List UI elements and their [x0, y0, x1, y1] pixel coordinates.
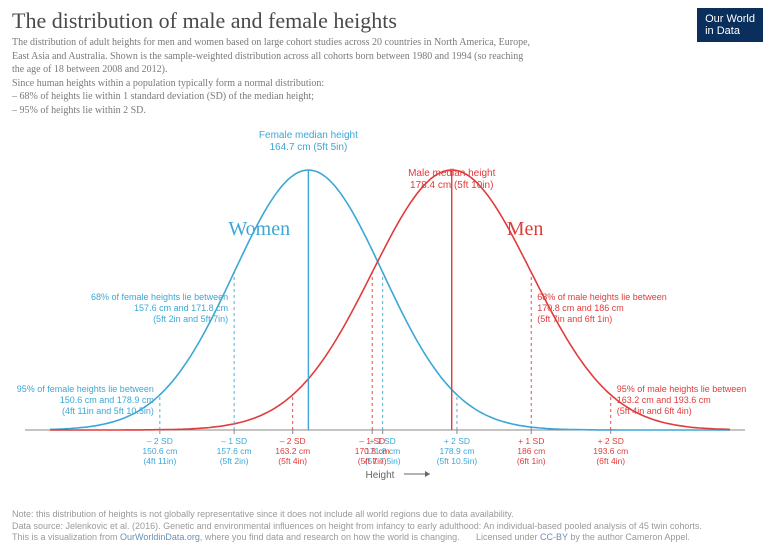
svg-text:(5ft 4in and 6ft 4in): (5ft 4in and 6ft 4in)	[617, 406, 692, 416]
svg-text:+ 2 SD: + 2 SD	[598, 436, 624, 446]
svg-text:157.6 cm: 157.6 cm	[217, 446, 252, 456]
logo-line1: Our World	[705, 13, 755, 25]
svg-text:150.6 cm and 178.9 cm: 150.6 cm and 178.9 cm	[60, 395, 154, 405]
svg-text:(5ft 10.5in): (5ft 10.5in)	[437, 456, 478, 466]
chart-svg: Women Men Female median height164.7 cm (5f…	[10, 100, 765, 490]
footnote: Note: this distribution of heights is no…	[12, 509, 702, 544]
owid-link[interactable]: OurWorldinData.org	[120, 532, 200, 542]
svg-text:68% of female heights lie betw: 68% of female heights lie between	[91, 292, 228, 302]
svg-text:– 1 SD: – 1 SD	[359, 436, 385, 446]
logo-line2: in Data	[705, 25, 740, 37]
svg-text:193.6 cm: 193.6 cm	[593, 446, 628, 456]
svg-text:(4ft 11in and 5ft 10.5in): (4ft 11in and 5ft 10.5in)	[62, 406, 154, 416]
license-link[interactable]: CC-BY	[540, 532, 568, 542]
svg-text:Female median height: Female median height	[259, 130, 358, 141]
svg-text:– 2 SD: – 2 SD	[147, 436, 173, 446]
women-label: Women	[228, 218, 290, 240]
svg-text:178.4 cm (5ft 10in): 178.4 cm (5ft 10in)	[410, 180, 493, 191]
page-title: The distribution of male and female heig…	[12, 8, 763, 34]
svg-text:(4ft 11in): (4ft 11in)	[143, 456, 176, 466]
svg-text:164.7 cm (5ft 5in): 164.7 cm (5ft 5in)	[269, 142, 347, 153]
logo: Our World in Data	[697, 8, 763, 42]
svg-text:(5ft 7in): (5ft 7in)	[358, 456, 387, 466]
svg-text:95% of male heights lie betwee: 95% of male heights lie between	[617, 384, 747, 394]
svg-text:186 cm: 186 cm	[517, 446, 545, 456]
svg-text:(5ft 4in): (5ft 4in)	[278, 456, 307, 466]
svg-text:(6ft 4in): (6ft 4in)	[596, 456, 625, 466]
svg-text:150.6 cm: 150.6 cm	[142, 446, 177, 456]
svg-text:– 1 SD: – 1 SD	[221, 436, 247, 446]
svg-text:163.2 cm: 163.2 cm	[275, 446, 310, 456]
svg-text:(5ft 2in): (5ft 2in)	[220, 456, 249, 466]
svg-text:163.2 cm and 193.6 cm: 163.2 cm and 193.6 cm	[617, 395, 711, 405]
svg-text:170.8 cm: 170.8 cm	[355, 446, 390, 456]
men-label: Men	[507, 218, 544, 240]
svg-text:95% of female heights lie betw: 95% of female heights lie between	[17, 384, 154, 394]
svg-text:170.8 cm and 186 cm: 170.8 cm and 186 cm	[537, 303, 624, 313]
svg-text:178.9 cm: 178.9 cm	[439, 446, 474, 456]
svg-text:– 2 SD: – 2 SD	[280, 436, 306, 446]
svg-text:68% of male heights lie betwee: 68% of male heights lie between	[537, 292, 667, 302]
svg-text:Male median height: Male median height	[408, 168, 495, 179]
svg-text:(6ft 1in): (6ft 1in)	[517, 456, 546, 466]
svg-text:Height: Height	[366, 470, 395, 481]
svg-text:157.6 cm and 171.8 cm: 157.6 cm and 171.8 cm	[134, 303, 228, 313]
chart: Women Men Female median height164.7 cm (5f…	[10, 100, 765, 490]
footnote-note: Note: this distribution of heights is no…	[12, 509, 702, 521]
svg-text:(5ft 7in and 6ft 1in): (5ft 7in and 6ft 1in)	[537, 314, 612, 324]
svg-text:+ 1 SD: + 1 SD	[518, 436, 544, 446]
footnote-source: Data source: Jelenkovic et al. (2016). G…	[12, 521, 702, 533]
svg-text:+ 2 SD: + 2 SD	[444, 436, 470, 446]
svg-text:(5ft 2in and 5ft 7in): (5ft 2in and 5ft 7in)	[153, 314, 228, 324]
